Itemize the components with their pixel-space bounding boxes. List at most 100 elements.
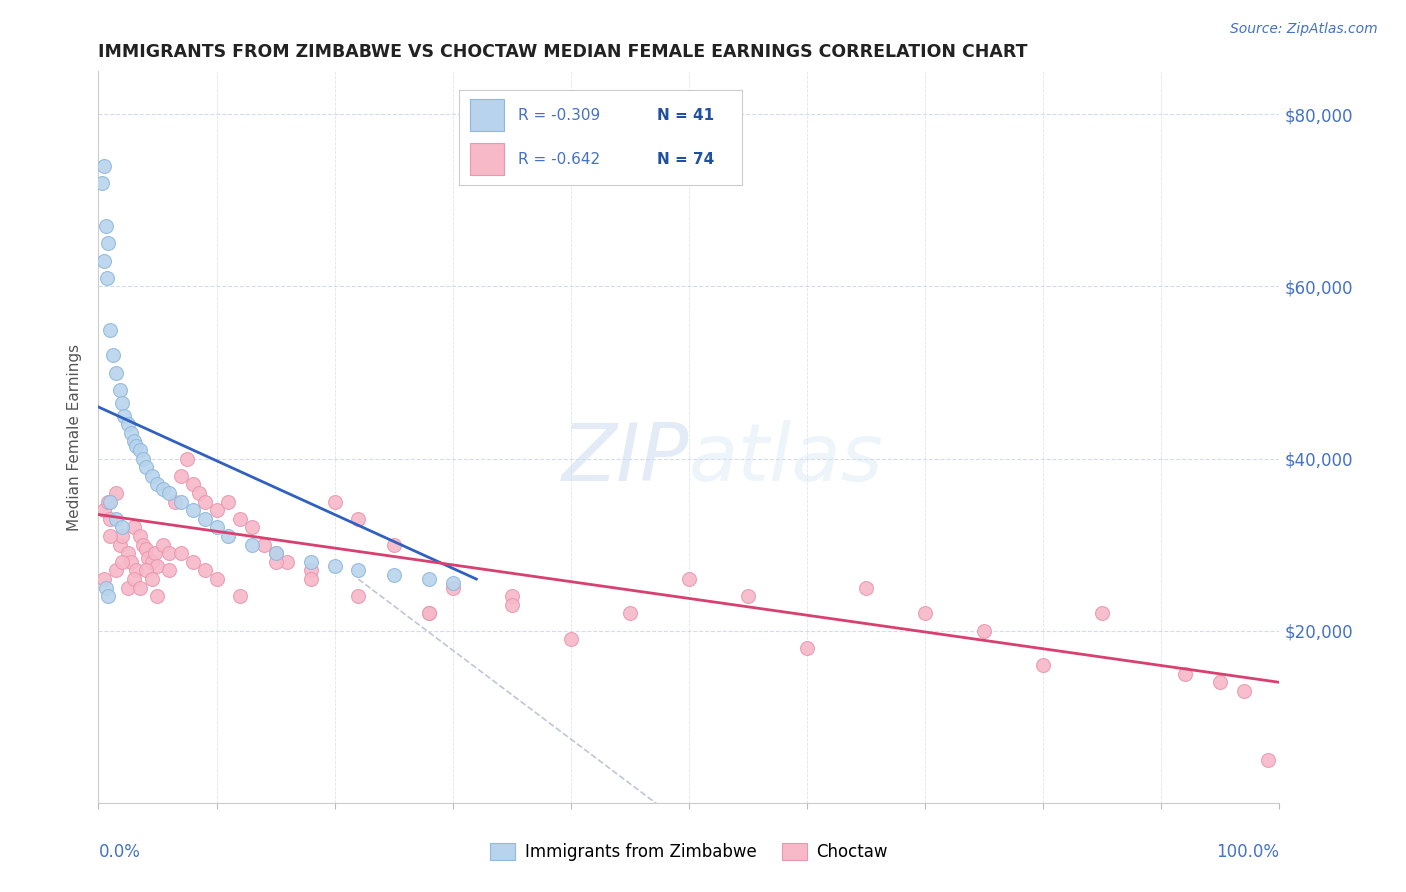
Point (240, 538, 263, 552)
Point (136, 550, 159, 565)
Point (125, 564, 148, 578)
Point (441, 581, 464, 595)
Point (141, 572, 163, 586)
Point (441, 576, 464, 591)
Point (855, 581, 877, 595)
Point (205, 520, 228, 534)
Point (181, 555, 204, 569)
Point (560, 632, 582, 647)
Point (146, 559, 169, 574)
Point (914, 607, 936, 621)
Point (1209, 675, 1232, 690)
Point (796, 640, 818, 655)
Point (264, 546, 287, 560)
Point (93, 159, 115, 173)
Point (143, 546, 166, 560)
Point (117, 546, 139, 560)
Point (108, 383, 131, 397)
Point (111, 520, 134, 534)
Point (96, 271, 118, 285)
Point (253, 538, 276, 552)
Point (1032, 658, 1054, 673)
Point (299, 555, 322, 569)
Point (152, 482, 174, 496)
Point (418, 572, 440, 586)
Text: ZIP: ZIP (561, 420, 689, 498)
Point (105, 486, 128, 500)
Point (94, 219, 117, 234)
Point (101, 348, 124, 362)
Point (111, 395, 134, 409)
Point (128, 442, 150, 457)
Point (194, 512, 217, 526)
Text: Source: ZipAtlas.com: Source: ZipAtlas.com (1230, 22, 1378, 37)
Point (619, 607, 641, 621)
Point (135, 460, 157, 475)
Point (157, 564, 180, 578)
Point (229, 512, 252, 526)
Point (264, 555, 287, 569)
Point (91, 176, 114, 190)
Point (112, 409, 135, 423)
Point (217, 494, 239, 508)
Point (157, 546, 180, 560)
Point (194, 494, 217, 508)
Point (122, 572, 145, 586)
Point (347, 589, 370, 603)
Point (323, 559, 346, 574)
Point (141, 468, 163, 483)
Point (135, 564, 157, 578)
Point (97, 494, 120, 508)
Point (229, 589, 252, 603)
Text: IMMIGRANTS FROM ZIMBABWE VS CHOCTAW MEDIAN FEMALE EARNINGS CORRELATION CHART: IMMIGRANTS FROM ZIMBABWE VS CHOCTAW MEDI… (98, 44, 1028, 62)
Point (501, 589, 523, 603)
Point (194, 564, 217, 578)
Point (240, 520, 263, 534)
Point (105, 564, 128, 578)
Point (1257, 753, 1279, 767)
Point (170, 546, 193, 560)
Point (205, 572, 228, 586)
Point (98, 494, 121, 508)
Point (678, 572, 700, 586)
Point (125, 439, 148, 453)
Point (108, 538, 131, 552)
Point (98, 512, 121, 526)
Point (170, 468, 193, 483)
Point (165, 494, 187, 508)
Point (122, 520, 145, 534)
Point (170, 494, 193, 508)
Point (117, 417, 139, 432)
Point (132, 538, 155, 552)
Point (187, 486, 209, 500)
Point (157, 486, 180, 500)
Point (205, 503, 228, 517)
Point (128, 581, 150, 595)
Point (93, 503, 115, 517)
Point (299, 564, 322, 578)
Point (141, 555, 163, 569)
Point (105, 512, 128, 526)
Point (132, 451, 155, 466)
Point (111, 529, 134, 543)
Point (128, 529, 150, 543)
Point (382, 538, 405, 552)
Point (135, 541, 157, 556)
Point (973, 624, 995, 638)
Point (94, 581, 117, 595)
Point (121, 425, 143, 440)
Point (152, 538, 174, 552)
Text: atlas: atlas (689, 420, 884, 498)
Point (181, 503, 204, 517)
Text: 100.0%: 100.0% (1216, 843, 1279, 861)
Point (347, 512, 370, 526)
Point (1174, 666, 1197, 681)
Point (97, 236, 120, 251)
Point (217, 529, 239, 543)
Point (347, 564, 370, 578)
Point (1091, 607, 1114, 621)
Point (146, 477, 169, 491)
Point (93, 253, 115, 268)
Point (264, 546, 287, 560)
Point (299, 572, 322, 586)
